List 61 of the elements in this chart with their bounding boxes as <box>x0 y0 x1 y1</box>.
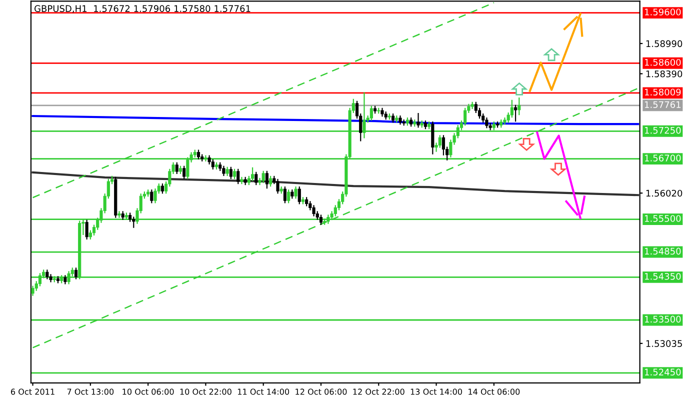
chart-title: GBPUSD,H1 1.57672 1.57906 1.57580 1.57761 <box>34 5 250 13</box>
candlestick <box>229 166 232 180</box>
candlestick <box>319 214 323 225</box>
candlestick <box>74 268 78 280</box>
candlestick <box>236 168 240 184</box>
ref-line-label: 1.54850 <box>645 248 681 255</box>
candlestick <box>518 98 521 116</box>
candlestick <box>160 183 164 194</box>
candlestick <box>132 216 136 228</box>
candlestick <box>211 159 214 170</box>
ref-line-label: 1.58009 <box>645 88 681 96</box>
x-tick-label: 10 Oct 06:00 <box>122 388 174 395</box>
ref-line-label: 1.57250 <box>645 126 681 134</box>
candlestick <box>312 205 316 216</box>
y-tick-label: 1.58990 <box>646 40 682 48</box>
ref-line-label: 1.56700 <box>645 154 681 162</box>
x-tick-label: 12 Oct 22:00 <box>353 388 404 395</box>
y-tick-label: 1.56020 <box>646 190 682 197</box>
candlestick <box>416 112 420 128</box>
x-tick-label: 14 Oct 06:00 <box>468 388 520 395</box>
candlestick <box>283 186 286 204</box>
candlestick <box>294 186 298 199</box>
candlestick <box>254 172 258 186</box>
ref-line-label: 1.52450 <box>645 368 681 376</box>
candlestick <box>276 178 280 194</box>
ref-line-label: 1.59600 <box>645 8 681 16</box>
candlestick <box>269 176 272 187</box>
line-series <box>536 132 582 220</box>
candlestick <box>175 162 178 174</box>
x-tick-label: 12 Oct 06:00 <box>296 388 347 395</box>
candlestick <box>287 190 290 204</box>
x-tick-label: 6 Oct 2011 <box>10 388 54 395</box>
candlestick <box>250 167 254 182</box>
candlestick <box>265 170 268 189</box>
y-tick-label: 1.53035 <box>646 340 682 347</box>
candlestick <box>298 186 301 204</box>
y-tick-label: 1.58390 <box>646 70 682 78</box>
ref-line-label: 1.57761 <box>645 101 681 108</box>
ref-line-label: 1.54350 <box>645 272 681 280</box>
candlestick <box>262 170 265 184</box>
candlestick <box>464 108 467 126</box>
ref-line-label: 1.55500 <box>645 215 681 222</box>
candlestick <box>85 220 88 240</box>
ref-line-label: 1.53500 <box>645 316 681 323</box>
x-tick-label: 10 Oct 22:00 <box>180 388 232 395</box>
candlestick <box>370 106 373 121</box>
x-tick-label: 7 Oct 13:00 <box>67 388 114 395</box>
candlestick <box>222 166 226 176</box>
candlestick <box>438 135 442 148</box>
ref-line-label: 1.58600 <box>645 58 681 66</box>
candlestick <box>150 190 154 204</box>
candlestick <box>232 168 236 180</box>
line-series <box>32 171 640 196</box>
candlestick <box>182 166 186 180</box>
x-tick-label: 13 Oct 14:00 <box>410 388 462 395</box>
line-series <box>32 114 640 126</box>
candlestick <box>514 104 518 122</box>
line-series <box>528 12 582 92</box>
candlestick <box>431 122 434 154</box>
x-tick-label: 11 Oct 14:00 <box>238 388 290 395</box>
candlestick <box>485 117 488 128</box>
